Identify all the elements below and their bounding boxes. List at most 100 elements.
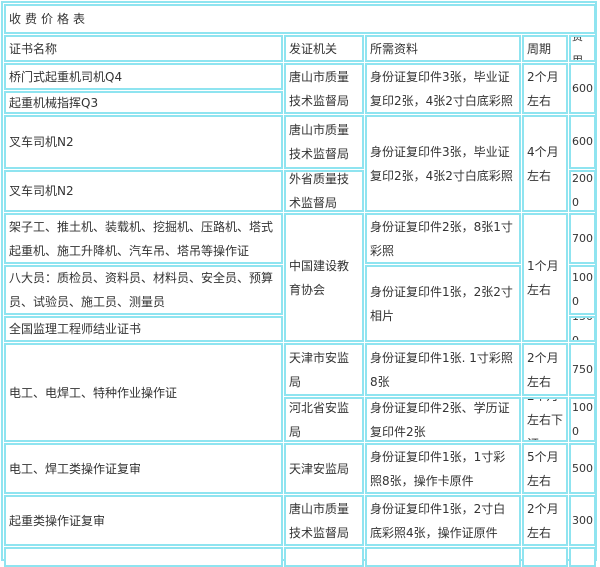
header-text: 所需资料 (370, 41, 419, 56)
cell-text: 2000 (572, 172, 593, 209)
cell-materials: 身份证复印件2张、学历证复印件2张 (365, 397, 521, 442)
cell-text: 叉车司机N2 (9, 184, 74, 198)
cell-agency: 唐山市质量技术监督局 (284, 495, 364, 546)
cell-text: 1500 (572, 316, 593, 342)
cell-fee: 1000 (569, 265, 596, 315)
cell-text: 身份证复印件3张，毕业证复印2张，4张2寸白底彩照 (370, 144, 513, 183)
cell-name: 叉车司机N2 (4, 115, 283, 169)
cell-materials: 身份证复印件3张，毕业证复印2张，4张2寸白底彩照 (365, 63, 521, 114)
cell-text: 身份证复印件2张，8张1寸彩照 (370, 219, 513, 258)
header-text: 证书名称 (9, 41, 58, 56)
cell-name: 八大员：质检员、资料员、材料员、安全员、预算员、试验员、施工员、测量员 (4, 265, 283, 315)
cell-text: 身份证复印件1张，2张2寸相片 (370, 284, 513, 323)
cell-agency: 天津安监局 (284, 443, 364, 494)
cell-fee: 500 (569, 443, 596, 494)
cell-fee: 600 (569, 115, 596, 169)
cell-period: 2个月左右 (522, 495, 568, 546)
header-text: 周期 (527, 41, 552, 56)
cell-text: 唐山市质量技术监督局 (289, 123, 350, 161)
cell-period: 5个月左右 (522, 443, 568, 494)
cell-name: 全国监理工程师结业证书 (4, 316, 283, 342)
cell-agency: 外省质量技术监督局 (284, 170, 364, 212)
header-materials: 所需资料 (365, 35, 521, 62)
cell-text: 600 (572, 135, 593, 148)
cell-agency: 唐山市质量技术监督局 (284, 115, 364, 169)
cell-name: 电工、焊工类操作证复审 (4, 443, 283, 494)
cell-text: 全国监理工程师结业证书 (9, 322, 142, 336)
cell-text: 身份证复印件1张. 1寸彩照8张 (370, 350, 513, 389)
cell-text: 300 (572, 513, 593, 527)
cell-text: 2个月左右下证 (527, 399, 564, 440)
cell-period: 2个月左右下证 (522, 397, 568, 442)
cell-fee: 2000 (569, 170, 596, 212)
cell-fee: 750 (569, 343, 596, 396)
cell-text: 外省质量技术监督局 (289, 172, 350, 210)
cell-text: 电工、电焊工、特种作业操作证 (9, 385, 178, 400)
cell-name: 桥门式起重机司机Q4 (4, 63, 283, 90)
table-title: 收费价格表 (4, 4, 596, 34)
cell-text: 唐山市质量技术监督局 (289, 501, 350, 540)
cell-text: 桥门式起重机司机Q4 (9, 69, 123, 84)
cell-partial (522, 547, 568, 567)
header-text: 费用 (572, 35, 583, 62)
cell-partial (4, 547, 283, 567)
header-agency: 发证机关 (284, 35, 364, 62)
cell-text: 叉车司机N2 (9, 135, 74, 149)
cell-agency: 河北省安监局 (284, 397, 364, 442)
cell-materials: 身份证复印件1张，2张2寸相片 (365, 265, 521, 342)
cell-text: 750 (572, 362, 593, 376)
cell-agency: 天津市安监局 (284, 343, 364, 396)
cell-text: 架子工、推土机、装载机、挖掘机、压路机、塔式起重机、施工升降机、汽车吊、塔吊等操… (9, 219, 274, 258)
cell-text: 1个月左右 (527, 258, 559, 297)
header-text: 发证机关 (289, 41, 338, 56)
cell-partial (284, 547, 364, 567)
cell-period: 4个月左右 (522, 115, 568, 212)
cell-partial (365, 547, 521, 567)
cell-period: 2个月左右 (522, 63, 568, 114)
cell-text: 电工、焊工类操作证复审 (9, 461, 142, 476)
cell-period: 1个月左右 (522, 213, 568, 342)
cell-fee: 600 (569, 63, 596, 114)
title-text: 收费价格表 (9, 12, 90, 26)
cell-name: 起重类操作证复审 (4, 495, 283, 546)
cell-agency: 中国建设教育协会 (284, 213, 364, 342)
cell-text: 身份证复印件1张，2寸白底彩照4张，操作证原件 (370, 501, 506, 540)
cell-materials: 身份证复印件2张，8张1寸彩照 (365, 213, 521, 264)
cell-period: 2个月左右 (522, 343, 568, 396)
cell-text: 河北省安监局 (289, 400, 350, 439)
cell-text: 1000 (572, 271, 593, 308)
cell-fee: 300 (569, 495, 596, 546)
cell-text: 5个月左右 (527, 449, 559, 488)
cell-fee: 1000 (569, 397, 596, 442)
cell-text: 2个月左右 (527, 69, 559, 108)
cell-materials: 身份证复印件1张，1寸彩照8张，操作卡原件 (365, 443, 521, 494)
cell-text: 起重机械指挥Q3 (9, 95, 99, 110)
cell-materials: 身份证复印件1张. 1寸彩照8张 (365, 343, 521, 396)
cell-text: 身份证复印件1张，1寸彩照8张，操作卡原件 (370, 449, 506, 488)
cell-agency: 唐山市质量技术监督局 (284, 63, 364, 114)
cell-text: 中国建设教育协会 (289, 258, 350, 297)
cell-text: 八大员：质检员、资料员、材料员、安全员、预算员、试验员、施工员、测量员 (9, 271, 274, 309)
cell-text: 2个月左右 (527, 350, 559, 389)
cell-name: 电工、电焊工、特种作业操作证 (4, 343, 283, 442)
cell-text: 天津安监局 (289, 461, 350, 476)
cell-materials: 身份证复印件1张，2寸白底彩照4张，操作证原件 (365, 495, 521, 546)
cell-text: 天津市安监局 (289, 350, 350, 389)
cell-fee: 700 (569, 213, 596, 264)
cell-text: 起重类操作证复审 (9, 513, 106, 528)
cell-materials: 身份证复印件3张，毕业证复印2张，4张2寸白底彩照 (365, 115, 521, 212)
cell-text: 700 (572, 231, 593, 245)
cell-text: 2个月左右 (527, 501, 559, 540)
header-period: 周期 (522, 35, 568, 62)
cell-name: 叉车司机N2 (4, 170, 283, 212)
cell-text: 唐山市质量技术监督局 (289, 69, 350, 108)
cell-text: 身份证复印件2张、学历证复印件2张 (370, 400, 510, 439)
cell-name: 架子工、推土机、装载机、挖掘机、压路机、塔式起重机、施工升降机、汽车吊、塔吊等操… (4, 213, 283, 264)
cell-name: 起重机械指挥Q3 (4, 91, 283, 114)
header-name: 证书名称 (4, 35, 283, 62)
cell-fee: 1500 (569, 316, 596, 342)
cell-text: 4个月左右 (527, 144, 559, 183)
cell-text: 1000 (572, 400, 593, 438)
cell-text: 600 (572, 81, 593, 95)
cell-partial (569, 547, 596, 567)
